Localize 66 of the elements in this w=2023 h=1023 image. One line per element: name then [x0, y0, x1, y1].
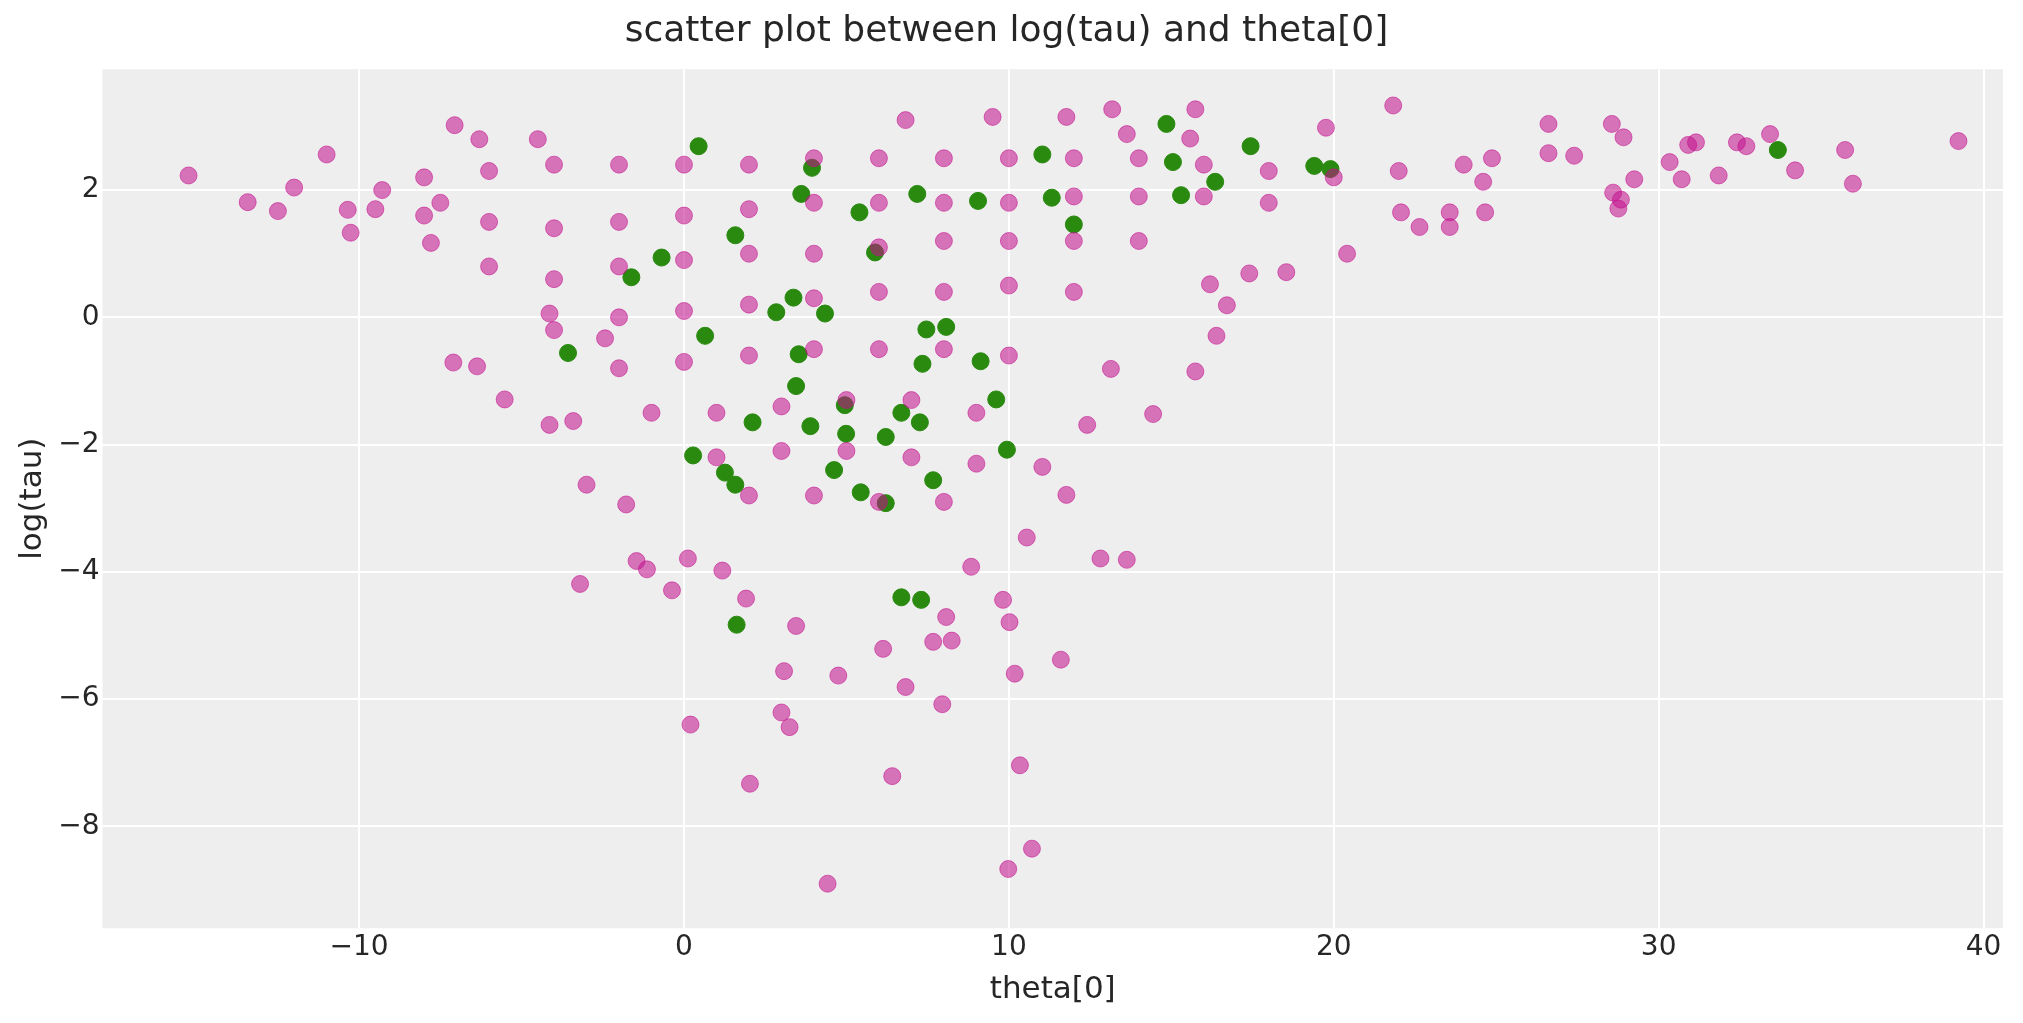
point [1768, 141, 1787, 160]
x-tick-label: 0 [675, 929, 693, 963]
point [917, 320, 936, 339]
point [912, 590, 931, 609]
point [1042, 188, 1061, 207]
x-axis-title: theta[0] [989, 969, 1116, 1006]
y-tick-label: −4 [58, 553, 100, 587]
point [789, 345, 808, 364]
point [1241, 137, 1260, 156]
point [892, 403, 911, 422]
point [924, 471, 943, 490]
x-tick-label: 20 [1315, 929, 1352, 963]
point [1163, 153, 1182, 172]
point [689, 137, 708, 156]
point [850, 203, 869, 222]
point [816, 304, 834, 323]
point [743, 413, 762, 432]
point [559, 343, 578, 362]
x-tick-label: 30 [1640, 929, 1677, 963]
x-tick-label: 10 [991, 929, 1027, 963]
point [696, 326, 715, 345]
point [969, 191, 988, 210]
y-axis-title: log(tau) [11, 437, 48, 560]
point [727, 615, 746, 634]
point [971, 352, 990, 371]
y-tick-label: −6 [58, 680, 100, 714]
point [792, 184, 811, 203]
point [652, 248, 671, 267]
point [1206, 172, 1225, 191]
point [801, 417, 820, 436]
point [987, 390, 1006, 409]
x-tick-label: 40 [1965, 929, 2002, 963]
point [1321, 160, 1340, 179]
point [835, 396, 854, 415]
point [784, 288, 803, 307]
y-tick-label: −2 [58, 425, 100, 459]
y-tick-label: 2 [81, 171, 100, 205]
point [787, 377, 806, 396]
y-tick-label: −8 [58, 807, 100, 841]
point [684, 446, 703, 465]
x-tick-label: −10 [329, 929, 389, 963]
point [876, 494, 895, 513]
point [837, 424, 856, 443]
point [726, 475, 745, 494]
chart-title: scatter plot between log(tau) and theta[0] [624, 7, 1389, 49]
point [913, 354, 932, 373]
point [997, 440, 1016, 459]
point [866, 243, 885, 262]
point [892, 588, 911, 607]
point [908, 184, 927, 203]
y-tick-label: 0 [81, 298, 100, 332]
point [622, 268, 641, 287]
point [1033, 145, 1052, 164]
point [715, 463, 734, 482]
point [803, 158, 822, 177]
point [851, 483, 870, 502]
point [1064, 215, 1083, 234]
point [937, 317, 956, 336]
point [910, 413, 929, 432]
point [767, 303, 786, 322]
point [726, 226, 745, 245]
point [825, 461, 844, 480]
point [1305, 156, 1324, 175]
point [1172, 186, 1191, 205]
point [1157, 114, 1176, 133]
point [876, 427, 895, 446]
